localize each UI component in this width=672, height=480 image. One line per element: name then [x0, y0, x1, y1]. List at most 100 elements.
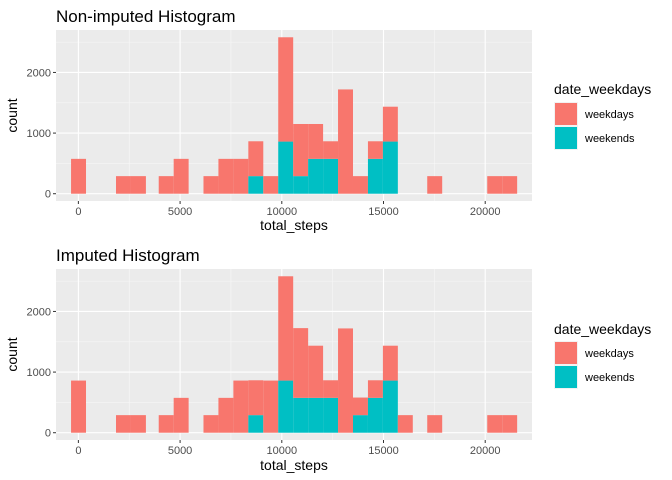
y-tick-label: 0	[45, 428, 51, 440]
legend-label-weekdays: weekdays	[584, 109, 634, 121]
bar-weekdays	[487, 415, 503, 433]
bar-weekdays	[293, 123, 309, 177]
x-axis-title: total_steps	[260, 217, 328, 233]
bar-weekdays	[263, 176, 279, 194]
x-tick-labels: 0 5000 10000 15000 20000	[75, 440, 501, 457]
bar-weekends	[323, 397, 339, 433]
bar-weekends	[293, 176, 309, 194]
y-tick-label: 2000	[27, 306, 51, 318]
legend-label-weekdays: weekdays	[584, 348, 634, 360]
bar-weekdays	[338, 328, 353, 433]
x-tick-label: 0	[75, 445, 81, 457]
bar-weekends	[293, 397, 309, 433]
bar-weekdays	[203, 176, 219, 194]
bar-weekdays	[130, 415, 146, 433]
bar-weekdays	[158, 415, 174, 433]
bar-weekdays	[502, 176, 518, 194]
legend-label-weekends: weekends	[584, 133, 635, 145]
bar-weekends	[367, 158, 383, 194]
bar-weekdays	[278, 276, 294, 381]
bar-weekends	[323, 158, 339, 194]
y-tick-labels: 0 1000 2000	[27, 306, 56, 440]
bar-weekdays	[116, 176, 131, 194]
histogram-bars	[71, 37, 518, 194]
bar-weekdays	[352, 176, 368, 194]
bar-weekdays	[367, 380, 383, 398]
bar-weekdays	[502, 415, 518, 433]
y-axis-title: count	[4, 337, 20, 371]
bar-weekends	[248, 415, 264, 433]
x-tick-label: 20000	[470, 206, 501, 218]
x-tick-label: 5000	[168, 206, 192, 218]
y-tick-label: 1000	[27, 128, 51, 140]
x-axis-title: total_steps	[260, 457, 328, 473]
x-tick-label: 10000	[266, 445, 297, 457]
bar-weekdays	[233, 380, 249, 433]
x-tick-label: 0	[75, 206, 81, 218]
bar-weekdays	[248, 380, 264, 416]
y-tick-label: 2000	[27, 67, 51, 79]
bar-weekdays	[382, 345, 398, 381]
legend-swatch-weekdays	[555, 103, 577, 125]
x-tick-label: 5000	[168, 445, 192, 457]
x-tick-label: 15000	[368, 206, 399, 218]
y-axis-title: count	[4, 98, 20, 132]
bar-weekdays	[248, 141, 264, 177]
legend: date_weekdays weekdays weekends	[554, 81, 651, 150]
bar-weekends	[382, 141, 398, 194]
x-tick-label: 10000	[266, 206, 297, 218]
bar-weekdays	[382, 106, 398, 142]
bar-weekends	[367, 397, 383, 433]
x-tick-label: 20000	[470, 445, 501, 457]
imputed-histogram-panel: Imputed Histogram 0 1000 2000 0 5000 10000 15…	[4, 246, 651, 473]
bar-weekdays	[71, 380, 87, 433]
legend-swatch-weekends	[555, 366, 577, 388]
bar-weekends	[248, 176, 264, 194]
bar-weekdays	[338, 89, 353, 194]
bar-weekdays	[130, 176, 146, 194]
bar-weekdays	[427, 176, 443, 194]
bar-weekdays	[397, 415, 413, 433]
bar-weekdays	[263, 380, 279, 433]
bar-weekends	[382, 380, 398, 433]
chart-title: Non-imputed Histogram	[56, 7, 236, 26]
chart-title: Imputed Histogram	[56, 246, 200, 265]
bar-weekdays	[203, 415, 219, 433]
y-tick-label: 0	[45, 189, 51, 201]
bar-weekdays	[158, 176, 174, 194]
bar-weekdays	[173, 158, 189, 194]
bar-weekdays	[218, 397, 234, 433]
legend-swatch-weekdays	[555, 342, 577, 364]
bar-weekends	[278, 380, 294, 433]
bar-weekdays	[293, 328, 309, 398]
legend-swatch-weekends	[555, 127, 577, 149]
bar-weekdays	[218, 158, 234, 194]
bar-weekdays	[233, 158, 249, 194]
legend-title: date_weekdays	[554, 81, 651, 97]
bar-weekdays	[71, 158, 87, 194]
bar-weekends	[278, 141, 294, 194]
non-imputed-histogram-panel: Non-imputed Histogram 0 1000 2000 0 5000 100…	[4, 7, 651, 233]
x-tick-label: 15000	[368, 445, 399, 457]
legend: date_weekdays weekdays weekends	[554, 321, 651, 389]
bar-weekdays	[323, 141, 339, 159]
bar-weekdays	[367, 141, 383, 159]
bar-weekdays	[308, 123, 324, 159]
bar-weekdays	[487, 176, 503, 194]
histogram-bars	[71, 276, 518, 433]
legend-title: date_weekdays	[554, 321, 651, 337]
x-tick-labels: 0 5000 10000 15000 20000	[75, 201, 501, 218]
bar-weekdays	[308, 345, 324, 398]
bar-weekends	[308, 158, 324, 194]
legend-label-weekends: weekends	[584, 372, 635, 384]
bar-weekends	[308, 397, 324, 433]
bar-weekdays	[352, 397, 368, 416]
bar-weekends	[352, 415, 368, 433]
bar-weekdays	[173, 397, 189, 433]
bar-weekdays	[323, 380, 339, 398]
bar-weekdays	[427, 415, 443, 433]
y-tick-labels: 0 1000 2000	[27, 67, 56, 201]
y-tick-label: 1000	[27, 367, 51, 379]
bar-weekdays	[116, 415, 131, 433]
